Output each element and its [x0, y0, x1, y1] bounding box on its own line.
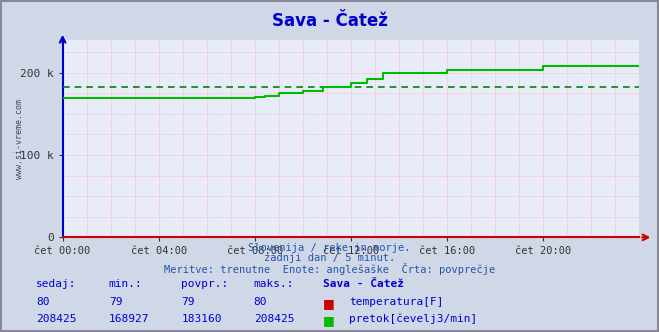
Text: ■: ■ — [323, 297, 335, 310]
Text: temperatura[F]: temperatura[F] — [349, 297, 444, 307]
Text: 79: 79 — [109, 297, 122, 307]
Text: povpr.:: povpr.: — [181, 279, 229, 289]
Text: www.si-vreme.com: www.si-vreme.com — [15, 99, 24, 179]
Text: 208425: 208425 — [254, 314, 294, 324]
Text: 168927: 168927 — [109, 314, 149, 324]
Text: 80: 80 — [254, 297, 267, 307]
Text: Sava - Čatež: Sava - Čatež — [272, 12, 387, 30]
Text: 80: 80 — [36, 297, 49, 307]
Text: ■: ■ — [323, 314, 335, 327]
Text: 79: 79 — [181, 297, 194, 307]
Text: 208425: 208425 — [36, 314, 76, 324]
Text: 183160: 183160 — [181, 314, 221, 324]
Text: Sava - Čatež: Sava - Čatež — [323, 279, 404, 289]
Text: maks.:: maks.: — [254, 279, 294, 289]
Text: zadnji dan / 5 minut.: zadnji dan / 5 minut. — [264, 253, 395, 263]
Text: pretok[čevelj3/min]: pretok[čevelj3/min] — [349, 314, 478, 324]
Text: sedaj:: sedaj: — [36, 279, 76, 289]
Text: Slovenija / reke in morje.: Slovenija / reke in morje. — [248, 243, 411, 253]
Text: Meritve: trenutne  Enote: anglešaške  Črta: povprečje: Meritve: trenutne Enote: anglešaške Črta… — [164, 263, 495, 275]
Text: min.:: min.: — [109, 279, 142, 289]
